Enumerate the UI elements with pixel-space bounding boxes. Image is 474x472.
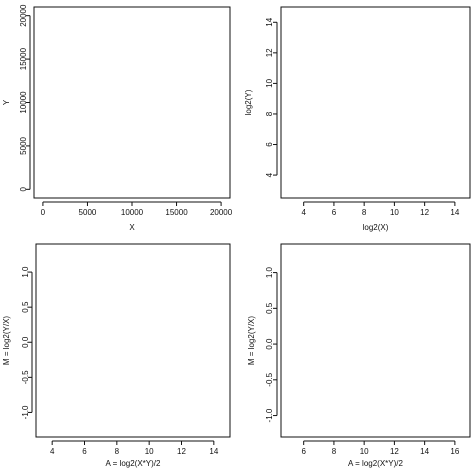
y-axis-label-1: Y: [2, 99, 11, 105]
y-tick-label-4-4: 1.0: [265, 266, 274, 278]
x-axis-label-4: A = log2(X*Y)/2: [348, 459, 403, 468]
x-tick-label-3-2: 8: [115, 447, 120, 456]
plot-frame-3: [35, 243, 231, 438]
x-tick-label-1-2: 10000: [121, 208, 144, 217]
y-tick-label-1-2: 10000: [19, 91, 28, 114]
y-tick-label-3-3: 0.5: [21, 301, 30, 313]
x-tick-label-1-1: 5000: [79, 208, 97, 217]
plot-frame-1: [33, 6, 231, 199]
y-tick-label-2-0: 4: [265, 172, 274, 177]
x-tick-label-2-0: 4: [301, 208, 306, 217]
x-tick-label-3-4: 12: [177, 447, 186, 456]
y-tick-label-3-0: -1.0: [21, 405, 30, 419]
x-tick-label-1-4: 20000: [210, 208, 233, 217]
y-tick-label-2-3: 10: [265, 78, 274, 87]
x-tick-label-4-1: 8: [332, 447, 337, 456]
x-axis-label-2: log2(X): [363, 223, 389, 232]
plot-frame-4: [280, 243, 471, 438]
y-tick-label-4-3: 0.5: [265, 302, 274, 314]
x-tick-label-2-2: 8: [362, 208, 367, 217]
y-tick-label-1-0: 0: [19, 187, 28, 192]
y-axis-label-3: M = log2(Y/X): [2, 316, 11, 365]
x-tick-label-3-3: 10: [145, 447, 154, 456]
y-tick-label-1-3: 15000: [19, 47, 28, 70]
y-tick-label-2-4: 12: [265, 48, 274, 57]
y-tick-label-1-4: 20000: [19, 4, 28, 27]
x-axis-label-3: A = log2(X*Y)/2: [106, 459, 161, 468]
x-tick-label-4-3: 12: [390, 447, 399, 456]
y-tick-label-3-4: 1.0: [21, 266, 30, 278]
x-tick-label-4-2: 10: [360, 447, 369, 456]
y-axis-label-4: M = log2(Y/X): [247, 316, 256, 365]
y-axis-label-2: log2(Y): [244, 89, 253, 115]
x-tick-label-2-5: 14: [450, 208, 459, 217]
x-tick-label-2-1: 6: [332, 208, 337, 217]
y-tick-label-1-1: 5000: [19, 136, 28, 154]
x-tick-label-4-4: 14: [420, 447, 429, 456]
x-tick-label-2-3: 10: [390, 208, 399, 217]
x-tick-label-1-0: 0: [41, 208, 46, 217]
y-tick-label-2-5: 14: [265, 17, 274, 26]
y-tick-label-2-2: 8: [265, 111, 274, 116]
x-tick-label-1-3: 15000: [165, 208, 188, 217]
plot-frame-2: [280, 6, 471, 199]
x-tick-label-4-5: 16: [450, 447, 459, 456]
x-tick-label-4-0: 6: [301, 447, 306, 456]
y-tick-label-3-2: 0.0: [21, 336, 30, 348]
x-tick-label-3-0: 4: [50, 447, 55, 456]
y-tick-label-4-2: 0.0: [265, 338, 274, 350]
x-tick-label-3-5: 14: [209, 447, 218, 456]
y-tick-label-3-1: -0.5: [21, 370, 30, 384]
x-tick-label-2-4: 12: [420, 208, 429, 217]
y-tick-label-4-1: -0.5: [265, 372, 274, 386]
x-axis-label-1: X: [129, 223, 135, 232]
y-tick-label-4-0: -1.0: [265, 408, 274, 422]
x-tick-label-3-1: 6: [82, 447, 87, 456]
y-tick-label-2-1: 6: [265, 142, 274, 147]
